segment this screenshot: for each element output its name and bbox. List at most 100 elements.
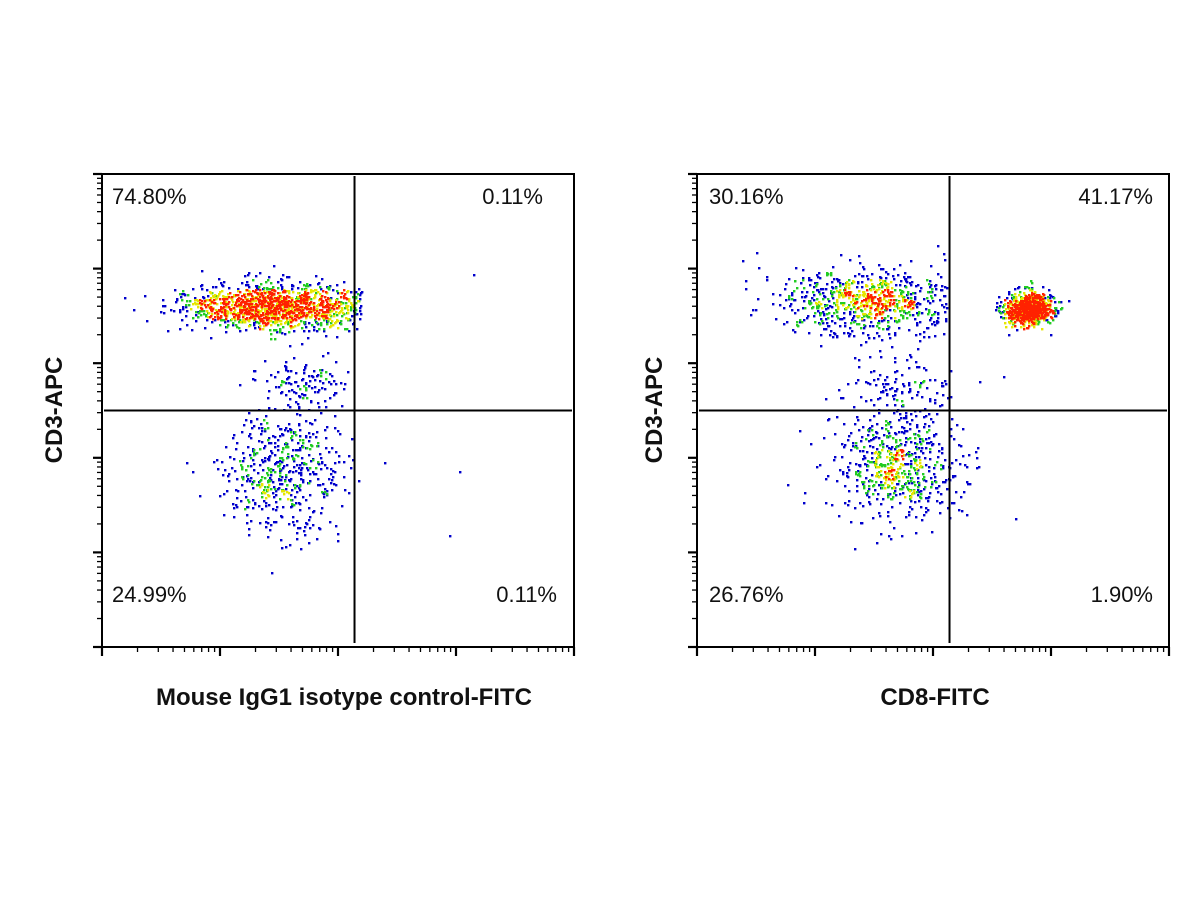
event-dot xyxy=(919,303,922,306)
event-dot xyxy=(340,303,343,306)
event-dot xyxy=(901,290,904,293)
event-dot xyxy=(896,458,899,461)
event-dot xyxy=(262,469,265,472)
event-dot xyxy=(347,371,350,374)
event-dot xyxy=(933,321,936,324)
event-dot xyxy=(742,260,745,263)
event-dot xyxy=(881,303,884,306)
event-dot xyxy=(257,288,260,291)
event-dot xyxy=(907,480,910,483)
event-dot xyxy=(271,289,274,292)
event-dot xyxy=(333,313,336,316)
event-dot xyxy=(1029,289,1032,292)
event-dot xyxy=(248,435,251,438)
event-dot xyxy=(201,308,204,311)
event-dot xyxy=(886,295,889,298)
event-dot xyxy=(335,383,338,386)
event-dot xyxy=(918,491,921,494)
event-dot xyxy=(334,392,337,395)
event-dot xyxy=(931,531,934,534)
event-dot xyxy=(325,291,328,294)
event-dot xyxy=(867,490,870,493)
event-dot xyxy=(1038,315,1041,318)
event-dot xyxy=(852,442,855,445)
event-dot xyxy=(299,281,302,284)
event-dot xyxy=(295,401,298,404)
event-dot xyxy=(894,310,897,313)
event-dot xyxy=(248,528,251,531)
event-dot xyxy=(943,306,946,309)
event-dot xyxy=(757,298,760,301)
event-dot xyxy=(848,490,851,493)
event-dot xyxy=(258,427,261,430)
event-dot xyxy=(293,524,296,527)
event-dot xyxy=(855,308,858,311)
event-dot xyxy=(211,301,214,304)
event-dot xyxy=(844,289,847,292)
event-dot xyxy=(337,327,340,330)
event-dot xyxy=(839,289,842,292)
event-dot xyxy=(336,336,339,339)
event-dot xyxy=(916,491,919,494)
event-dot xyxy=(887,484,890,487)
event-dot xyxy=(897,483,900,486)
event-dot xyxy=(862,332,865,335)
event-dot xyxy=(255,289,258,292)
event-dot xyxy=(249,307,252,310)
event-dot xyxy=(923,336,926,339)
event-dot xyxy=(227,324,230,327)
event-dot xyxy=(1037,296,1040,299)
event-dot xyxy=(243,306,246,309)
event-dot xyxy=(887,283,890,286)
event-dot xyxy=(231,304,234,307)
event-dot xyxy=(263,500,266,503)
event-dot xyxy=(894,305,897,308)
event-dot xyxy=(274,488,277,491)
event-dot xyxy=(291,439,294,442)
event-dot xyxy=(919,340,922,343)
event-dot xyxy=(934,335,937,338)
event-dot xyxy=(311,375,314,378)
event-dot xyxy=(249,317,252,320)
event-dot xyxy=(855,442,858,445)
event-dot xyxy=(889,309,892,312)
event-dot xyxy=(845,294,848,297)
event-dot xyxy=(277,324,280,327)
event-dot xyxy=(221,290,224,293)
event-dot xyxy=(1008,293,1011,296)
event-dot xyxy=(348,330,351,333)
event-dot xyxy=(318,318,321,321)
event-dot xyxy=(871,452,874,455)
event-dot xyxy=(868,485,871,488)
event-dot xyxy=(301,457,304,460)
event-dot xyxy=(916,443,919,446)
event-dot xyxy=(334,471,337,474)
event-dot xyxy=(231,318,234,321)
event-dot xyxy=(1022,309,1025,312)
event-dot xyxy=(277,371,280,374)
event-dot xyxy=(250,309,253,312)
event-dot xyxy=(293,460,296,463)
event-dot xyxy=(892,459,895,462)
event-dot xyxy=(873,437,876,440)
event-dot xyxy=(325,378,328,381)
event-dot xyxy=(279,292,282,295)
event-dot xyxy=(290,301,293,304)
event-dot xyxy=(322,483,325,486)
event-dot xyxy=(1039,299,1042,302)
event-dot xyxy=(1017,317,1020,320)
event-dot xyxy=(345,317,348,320)
event-dot xyxy=(812,291,815,294)
event-dot xyxy=(833,278,836,281)
event-dot xyxy=(267,439,270,442)
event-dot xyxy=(836,416,839,419)
event-dot xyxy=(317,374,320,377)
event-dot xyxy=(247,446,250,449)
event-dot xyxy=(245,419,248,422)
event-dot xyxy=(873,415,876,418)
event-dot xyxy=(865,298,868,301)
event-dot xyxy=(872,325,875,328)
event-dot xyxy=(873,379,876,382)
event-dot xyxy=(288,376,291,379)
event-dot xyxy=(264,301,267,304)
